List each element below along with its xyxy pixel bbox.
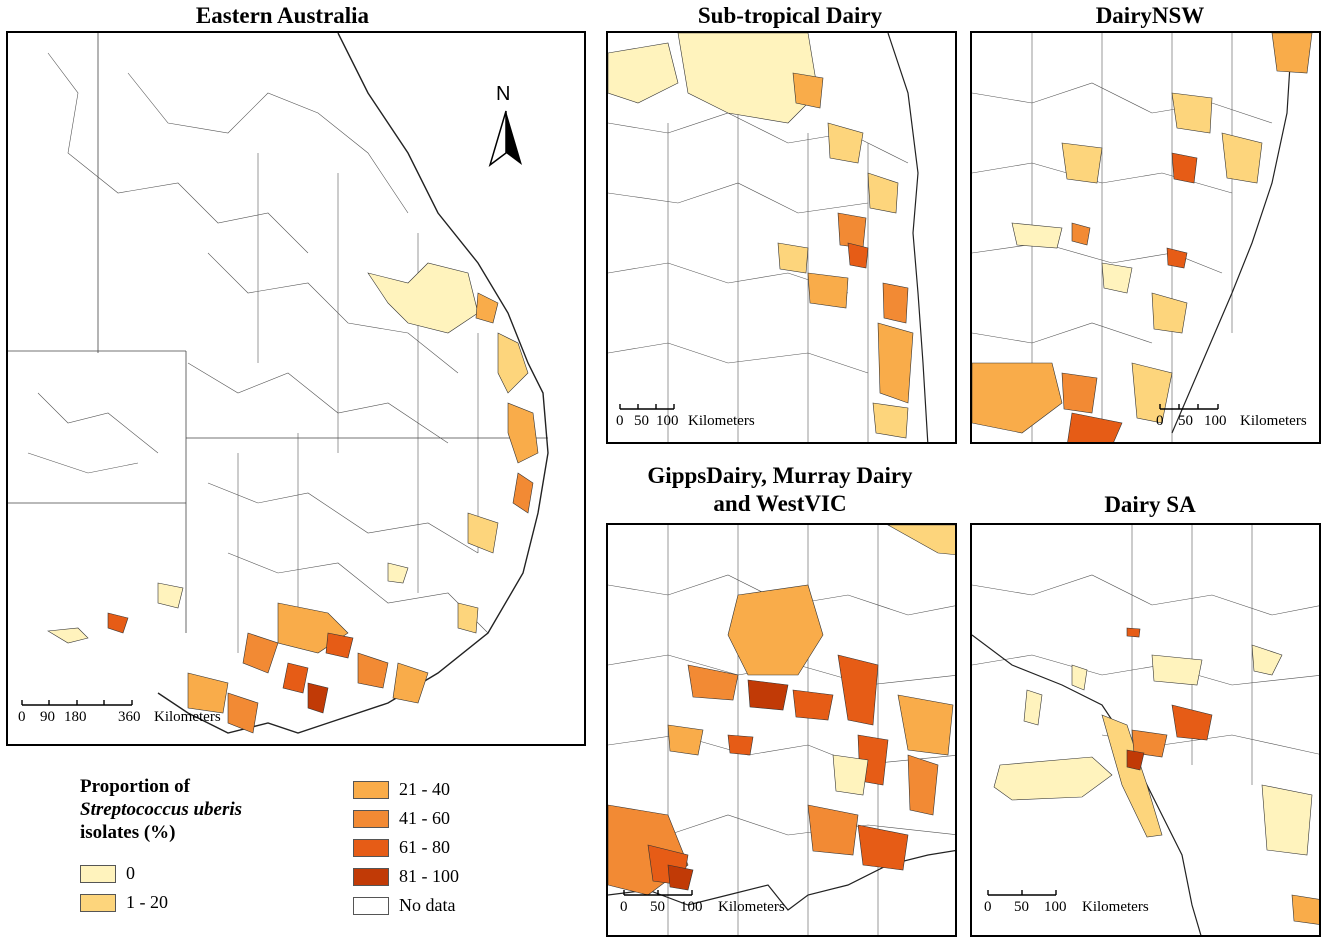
vic-title-line2: and WestVIC bbox=[713, 491, 847, 516]
region-fills bbox=[608, 33, 914, 439]
scale-tick-100: 100 bbox=[656, 413, 679, 429]
scale-tick-0: 0 bbox=[620, 899, 628, 915]
eastern-australia-map-svg bbox=[8, 33, 549, 734]
region-fills bbox=[608, 525, 955, 896]
coastline bbox=[1171, 33, 1293, 434]
scale-unit: Kilometers bbox=[718, 899, 785, 915]
legend-item-21-40: 21 - 40 bbox=[353, 779, 450, 800]
sa-scale-bar-graphic bbox=[987, 890, 1057, 896]
lga-boundaries bbox=[27, 52, 489, 653]
scale-tick-360: 360 bbox=[118, 709, 141, 725]
scale-tick-180: 180 bbox=[64, 709, 87, 725]
scale-tick-50: 50 bbox=[1178, 413, 1193, 429]
legend-label: 41 - 60 bbox=[399, 808, 450, 828]
legend-title-line3: isolates (%) bbox=[80, 822, 176, 843]
legend-swatch bbox=[80, 864, 116, 883]
coastline bbox=[887, 33, 929, 442]
legend-item-no-data: No data bbox=[353, 895, 455, 916]
map-legend: Proportion of Streptococcus uberis isola… bbox=[80, 775, 500, 935]
subtropical-scale-bar: 0 50 100 Kilometers bbox=[614, 399, 814, 439]
eastern-australia-title: Eastern Australia bbox=[195, 3, 370, 28]
scale-unit: Kilometers bbox=[688, 413, 755, 429]
scale-unit: Kilometers bbox=[154, 709, 221, 725]
legend-title: Proportion of Streptococcus uberis isola… bbox=[80, 775, 280, 844]
eastern-australia-map[interactable]: N 0 90 180 360 Kilometers bbox=[6, 31, 586, 746]
vic-panel-title: GippsDairy, Murray Dairy and WestVIC bbox=[600, 462, 960, 518]
dairynsw-map[interactable]: 0 50 100 Kilometers bbox=[970, 31, 1321, 444]
subtropical-dairy-map[interactable]: 0 50 100 Kilometers bbox=[606, 31, 957, 444]
scale-tick-0: 0 bbox=[18, 709, 26, 725]
scale-tick-100: 100 bbox=[1204, 413, 1227, 429]
legend-label: No data bbox=[399, 895, 456, 915]
lga-boundaries bbox=[972, 33, 1273, 442]
legend-item-0: 0 bbox=[80, 863, 135, 884]
legend-title-species: Streptococcus uberis bbox=[80, 799, 243, 820]
scale-tick-50: 50 bbox=[1014, 899, 1029, 915]
legend-item-41-60: 41 - 60 bbox=[353, 808, 450, 829]
vic-scale-bar: 0 50 100 Kilometers bbox=[614, 885, 814, 925]
subtropical-dairy-title: Sub-tropical Dairy bbox=[697, 3, 883, 28]
dairynsw-title: DairyNSW bbox=[1095, 3, 1205, 28]
vic-scale-bar-graphic bbox=[623, 890, 693, 896]
legend-title-line1: Proportion of bbox=[80, 776, 190, 797]
dairynsw-scale-bar: 0 50 100 Kilometers bbox=[1150, 399, 1319, 439]
gippsdairy-murray-westvic-map[interactable]: 0 50 100 Kilometers bbox=[606, 523, 957, 937]
subtropical-scale-bar-graphic bbox=[619, 404, 675, 410]
legend-item-1-20: 1 - 20 bbox=[80, 892, 168, 913]
subtropical-map-svg bbox=[608, 33, 929, 442]
scale-tick-0: 0 bbox=[1156, 413, 1164, 429]
eastern-scale-bar: 0 90 180 360 Kilometers bbox=[16, 695, 276, 735]
legend-label: 81 - 100 bbox=[399, 866, 459, 886]
scale-tick-0: 0 bbox=[616, 413, 624, 429]
sa-scale-bar: 0 50 100 Kilometers bbox=[982, 885, 1182, 925]
eastern-scale-bar-graphic bbox=[21, 700, 133, 706]
legend-item-81-100: 81 - 100 bbox=[353, 866, 459, 887]
legend-swatch bbox=[353, 780, 389, 799]
north-arrow-icon bbox=[488, 110, 522, 167]
legend-label: 1 - 20 bbox=[126, 892, 168, 912]
legend-swatch bbox=[353, 838, 389, 857]
dairy-sa-map-svg bbox=[972, 525, 1319, 935]
scale-unit: Kilometers bbox=[1240, 413, 1307, 429]
region-fills bbox=[47, 262, 539, 734]
dairynsw-scale-bar-graphic bbox=[1159, 404, 1219, 410]
legend-title-line2: Streptococcus uberis bbox=[80, 798, 280, 821]
scale-tick-90: 90 bbox=[40, 709, 55, 725]
scale-tick-100: 100 bbox=[680, 899, 703, 915]
state-boundaries bbox=[8, 33, 548, 633]
scale-tick-50: 50 bbox=[650, 899, 665, 915]
scale-tick-0: 0 bbox=[984, 899, 992, 915]
north-label: N bbox=[496, 83, 511, 105]
legend-item-61-80: 61 - 80 bbox=[353, 837, 450, 858]
region-fills bbox=[993, 627, 1319, 925]
north-arrow: N bbox=[486, 83, 526, 173]
legend-swatch bbox=[80, 893, 116, 912]
vic-map-svg bbox=[608, 525, 955, 935]
scale-unit: Kilometers bbox=[1082, 899, 1149, 915]
scale-tick-100: 100 bbox=[1044, 899, 1067, 915]
legend-label: 21 - 40 bbox=[399, 779, 450, 799]
dairy-sa-map[interactable]: 0 50 100 Kilometers bbox=[970, 523, 1321, 937]
dairynsw-map-svg bbox=[972, 33, 1313, 442]
legend-swatch bbox=[353, 896, 389, 915]
dairy-sa-title: Dairy SA bbox=[1104, 492, 1196, 517]
vic-title-line1: GippsDairy, Murray Dairy bbox=[647, 463, 913, 488]
region-fills bbox=[972, 33, 1313, 442]
legend-label: 0 bbox=[126, 863, 135, 883]
legend-label: 61 - 80 bbox=[399, 837, 450, 857]
legend-swatch bbox=[353, 867, 389, 886]
coastline bbox=[157, 33, 549, 734]
lga-boundaries bbox=[608, 112, 909, 442]
legend-swatch bbox=[353, 809, 389, 828]
scale-tick-50: 50 bbox=[634, 413, 649, 429]
